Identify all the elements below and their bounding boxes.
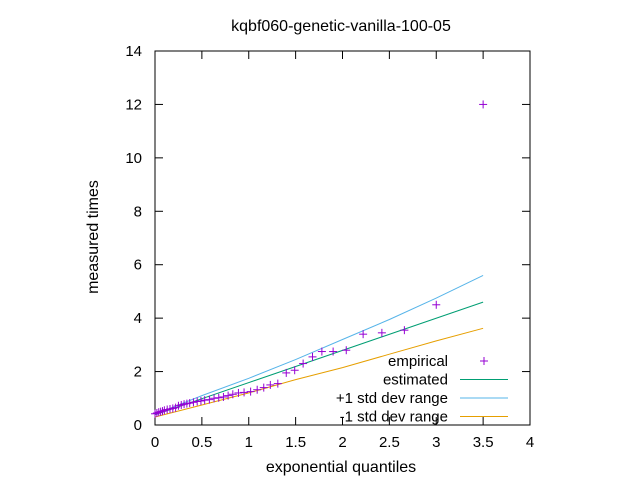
legend-label: estimated [383, 372, 448, 389]
data-point [317, 347, 326, 356]
data-point [253, 385, 262, 394]
data-point [273, 379, 282, 388]
data-point [152, 408, 161, 417]
data-point [290, 366, 299, 375]
data-point [308, 352, 317, 361]
legend-label: empirical [388, 353, 448, 370]
data-point [214, 393, 223, 402]
y-tick-label: 10 [125, 150, 142, 167]
y-tick-label: 14 [125, 43, 142, 60]
series-line-2 [154, 274, 484, 415]
data-point [156, 407, 165, 416]
legend-label: +1 std dev range [336, 390, 448, 407]
data-point [259, 383, 268, 392]
x-tick-label: 1 [245, 434, 253, 451]
data-point [342, 346, 351, 355]
legend-swatch [480, 357, 488, 365]
data-point [189, 398, 198, 407]
y-tick-label: 2 [134, 364, 142, 381]
data-point [219, 392, 228, 401]
plot-frame [154, 50, 531, 426]
x-tick-label: 4 [526, 434, 534, 451]
data-point [205, 395, 214, 404]
data-point [193, 397, 202, 406]
data-point [400, 326, 409, 335]
data-point [329, 347, 338, 356]
data-point [154, 408, 163, 417]
data-point [234, 388, 243, 397]
data-point [377, 328, 386, 337]
chart-title: kqbf060-genetic-vanilla-100-05 [231, 18, 451, 35]
data-point [151, 409, 159, 418]
data-point [266, 380, 275, 389]
data-point [479, 100, 488, 109]
x-tick-label: 0.5 [191, 434, 212, 451]
data-point [210, 394, 219, 403]
legend-label: -1 std dev range [340, 409, 448, 426]
y-axis-label: measured times [85, 180, 102, 294]
x-tick-label: 2.5 [379, 434, 400, 451]
x-tick-label: 0 [151, 434, 159, 451]
y-tick-label: 4 [134, 310, 142, 327]
y-tick-label: 12 [125, 96, 142, 113]
data-point [196, 396, 205, 405]
data-point [432, 300, 441, 309]
x-axis-label: exponential quantiles [266, 459, 416, 476]
data-point [282, 368, 291, 377]
data-point [359, 330, 368, 339]
data-point [228, 390, 237, 399]
x-tick-label: 3.5 [473, 434, 494, 451]
data-point [158, 407, 167, 416]
y-tick-label: 0 [134, 417, 142, 434]
data-point [185, 399, 194, 408]
x-tick-label: 1.5 [285, 434, 306, 451]
data-point [224, 391, 233, 400]
data-point [246, 387, 255, 396]
x-tick-label: 2 [338, 434, 346, 451]
y-tick-label: 6 [134, 257, 142, 274]
data-point [299, 359, 308, 368]
data-point [200, 396, 209, 405]
y-tick-label: 8 [134, 203, 142, 220]
x-tick-label: 3 [432, 434, 440, 451]
data-point [240, 388, 249, 397]
